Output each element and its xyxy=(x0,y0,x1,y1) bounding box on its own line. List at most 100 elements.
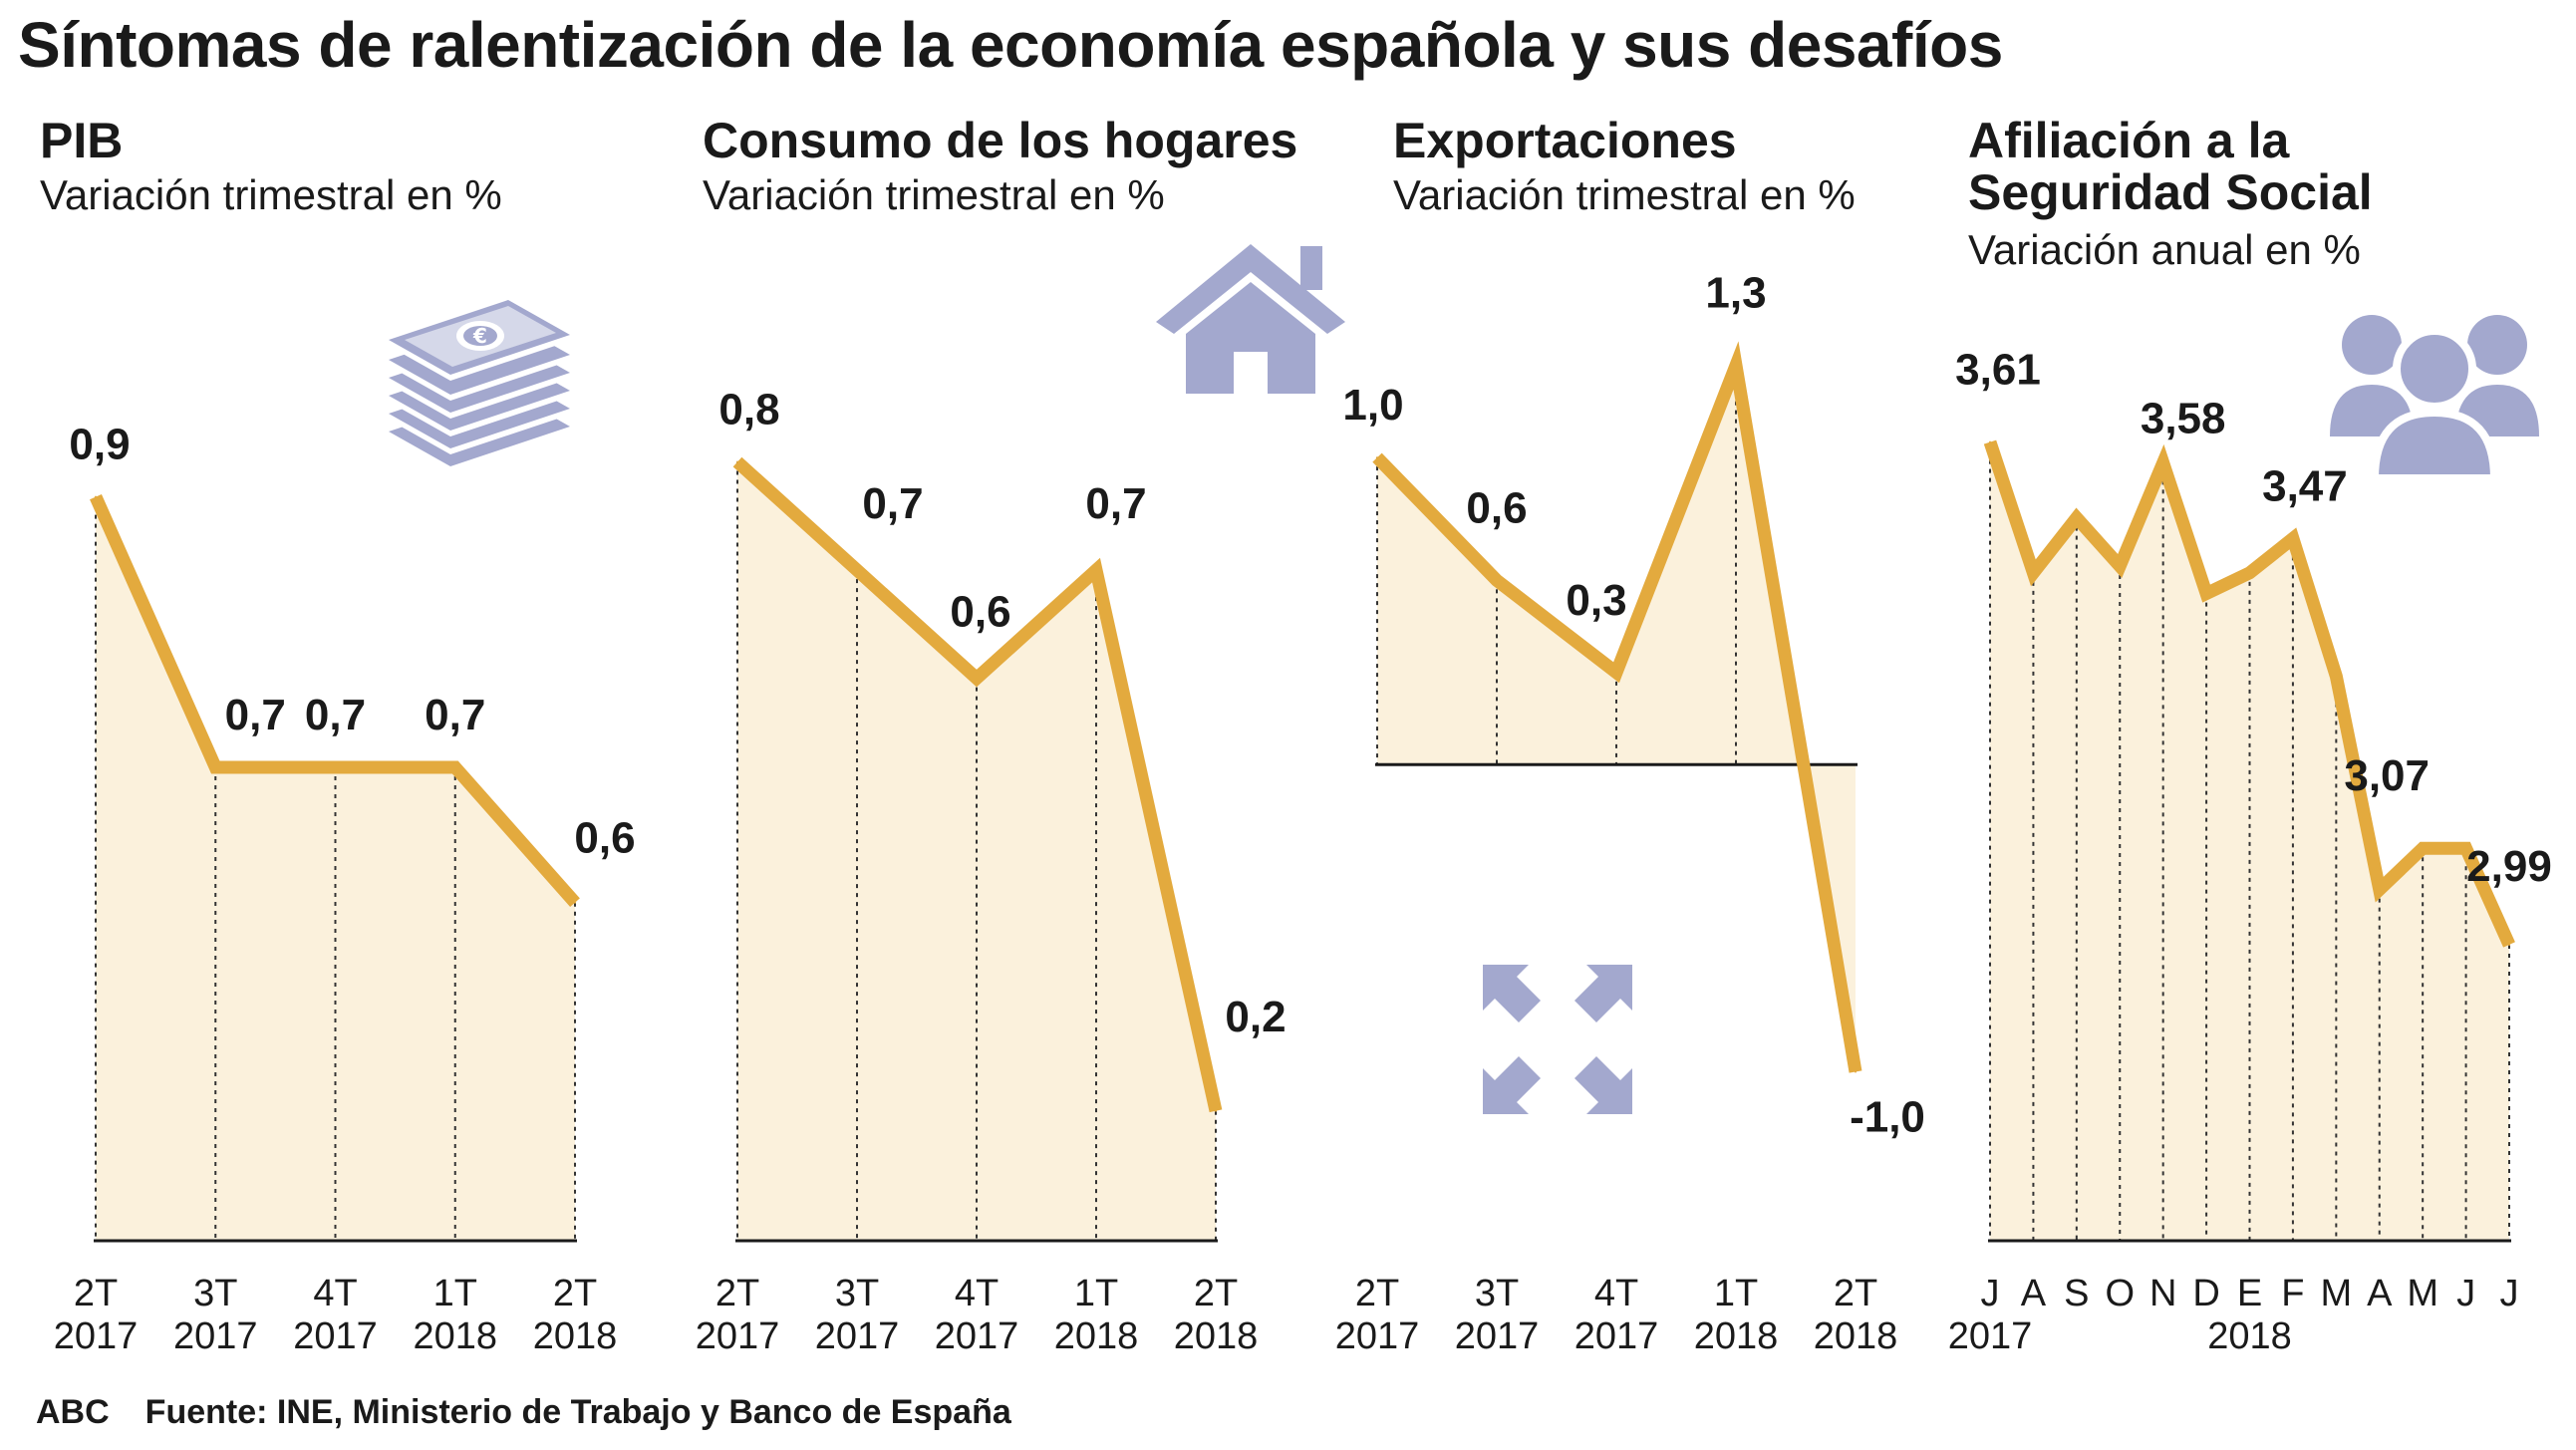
tick-label-year: 2017 xyxy=(1948,1315,2033,1357)
tick-label-quarter: 2T xyxy=(1194,1273,1238,1314)
footer-source: Fuente: INE, Ministerio de Trabajo y Ban… xyxy=(144,1393,1011,1431)
house-icon xyxy=(1156,244,1345,394)
tick-label-month: A xyxy=(2021,1273,2047,1314)
data-label: 0,6 xyxy=(574,814,635,863)
data-point xyxy=(95,495,97,498)
data-point xyxy=(214,766,217,768)
tick-label-month: M xyxy=(2407,1273,2438,1314)
data-label: 3,61 xyxy=(1955,346,2041,395)
data-label: 0,9 xyxy=(69,421,130,469)
data-point xyxy=(2119,564,2122,567)
data-label: -1,0 xyxy=(1850,1092,1925,1141)
panel-title-line-2: Seguridad Social xyxy=(1968,164,2373,220)
data-label: 0,3 xyxy=(1566,576,1626,625)
data-point xyxy=(1615,671,1617,674)
footer-brand: ABC xyxy=(36,1393,110,1431)
data-point xyxy=(856,569,858,572)
tick-label-quarter: 3T xyxy=(193,1273,237,1314)
tick-label-year: 2018 xyxy=(413,1315,497,1357)
panel-subtitle: Variación anual en % xyxy=(1968,226,2361,273)
tick-label-quarter: 4T xyxy=(313,1273,357,1314)
data-label: 0,7 xyxy=(225,691,286,739)
data-label: 3,47 xyxy=(2262,461,2348,510)
tick-label-month: J xyxy=(2456,1273,2475,1314)
tick-label-month: J xyxy=(2500,1273,2519,1314)
tick-label-month: F xyxy=(2281,1273,2304,1314)
tick-label-quarter: 2T xyxy=(1834,1273,1877,1314)
data-point xyxy=(1735,364,1737,367)
tick-label-month: A xyxy=(2367,1273,2393,1314)
panel-title: Exportaciones xyxy=(1393,113,1737,168)
tick-label-month: E xyxy=(2237,1273,2262,1314)
data-label: 0,6 xyxy=(1466,483,1527,532)
data-label: 0,6 xyxy=(950,588,1010,637)
data-label: 2,99 xyxy=(2466,842,2552,891)
tick-label-year: 2017 xyxy=(293,1315,378,1357)
tick-label-year: 2018 xyxy=(1814,1315,1898,1357)
tick-label-year: 2018 xyxy=(1694,1315,1779,1357)
tick-label-year: 2017 xyxy=(1574,1315,1659,1357)
data-point xyxy=(1989,440,1991,443)
tick-label-year: 2017 xyxy=(54,1315,139,1357)
tick-label-quarter: 2T xyxy=(553,1273,597,1314)
arrows-expand-icon xyxy=(1483,965,1632,1114)
data-point xyxy=(453,766,456,768)
panel-title: PIB xyxy=(40,113,123,168)
tick-label-year: 2017 xyxy=(696,1315,780,1357)
data-point xyxy=(2205,592,2208,595)
tick-label-month: O xyxy=(2105,1273,2135,1314)
panel-subtitle: Variación trimestral en % xyxy=(40,171,502,218)
tick-label-month: S xyxy=(2064,1273,2089,1314)
data-label: 0,7 xyxy=(305,691,366,739)
tick-label-year: 2018 xyxy=(1054,1315,1139,1357)
data-label: 0,7 xyxy=(862,479,923,528)
tick-label-quarter: 3T xyxy=(835,1273,879,1314)
data-point xyxy=(2075,516,2078,519)
consumo-chart-marks: 0,80,70,60,70,22T20173T20174T20171T20182… xyxy=(696,386,1287,1357)
data-point xyxy=(2032,571,2035,574)
data-point xyxy=(1215,1109,1217,1112)
panel-exportaciones: Exportaciones Variación trimestral en % … xyxy=(1335,113,1925,1357)
tick-label-quarter: 2T xyxy=(1355,1273,1399,1314)
tick-label-year: 2017 xyxy=(935,1315,1019,1357)
exportaciones-chart-marks: 1,00,60,31,3-1,02T20173T20174T20171T2018… xyxy=(1335,269,1925,1357)
data-point xyxy=(2335,675,2338,678)
money-stack-icon xyxy=(389,300,570,466)
data-label: 3,07 xyxy=(2344,751,2430,800)
footer: ABC Fuente: INE, Ministerio de Trabajo y … xyxy=(36,1393,1047,1432)
tick-label-quarter: 2T xyxy=(74,1273,118,1314)
pib-chart-marks: 0,90,7 0,7 0,70,62T20173T20174T20171T20182… xyxy=(54,421,636,1357)
data-label: 1,0 xyxy=(1342,381,1403,430)
panel-title: Consumo de los hogares xyxy=(703,113,1297,168)
data-point xyxy=(1376,456,1378,459)
tick-label-year: 2017 xyxy=(1455,1315,1540,1357)
tick-label-quarter: 1T xyxy=(433,1273,477,1314)
tick-label-year: 2017 xyxy=(815,1315,900,1357)
tick-label-quarter: 4T xyxy=(1594,1273,1638,1314)
data-point xyxy=(2291,537,2294,540)
tick-label-month: N xyxy=(2149,1273,2176,1314)
data-point xyxy=(976,677,978,680)
data-point xyxy=(574,901,576,904)
data-label: 1,3 xyxy=(1705,269,1766,318)
data-point xyxy=(2378,888,2381,891)
data-label: 0,7 xyxy=(425,691,485,739)
people-group-icon xyxy=(2330,315,2539,478)
panel-afiliacion: Afiliación a la Seguridad Social Variaci… xyxy=(1948,113,2552,1357)
panel-pib: PIB Variación trimestral en % 0,9 0,7 0,7 0… xyxy=(40,113,636,1357)
tick-label-year: 2018 xyxy=(533,1315,618,1357)
data-point xyxy=(2508,943,2510,946)
panel-consumo: Consumo de los hogares Variación trimest… xyxy=(696,113,1345,1357)
tick-label-year: 2017 xyxy=(1335,1315,1420,1357)
data-point xyxy=(1496,579,1498,582)
data-label: 0,7 xyxy=(1085,479,1146,528)
main-title: Síntomas de ralentización de la economía… xyxy=(18,9,2003,81)
data-label: 3,58 xyxy=(2141,394,2226,442)
panel-subtitle: Variación trimestral en % xyxy=(1393,171,1856,218)
data-point xyxy=(736,460,738,463)
tick-label-year: 2018 xyxy=(2207,1315,2292,1357)
data-point xyxy=(2464,847,2467,850)
data-label: 0,8 xyxy=(718,386,779,435)
